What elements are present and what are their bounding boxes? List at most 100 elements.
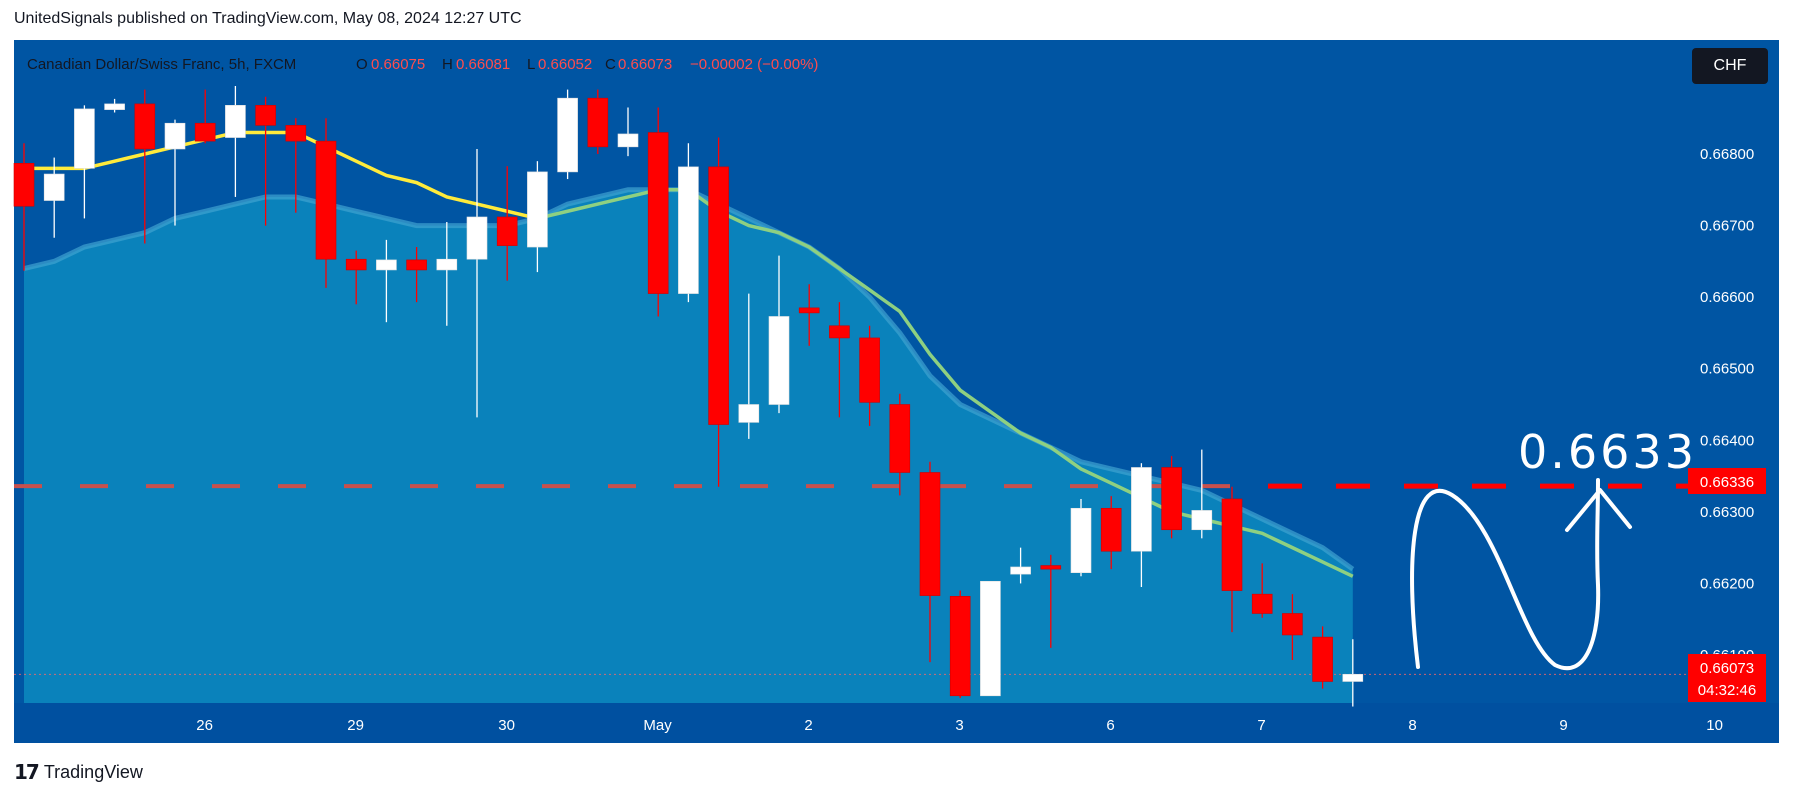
candle	[376, 239, 397, 323]
candle	[496, 166, 518, 281]
candle-body-down	[1100, 507, 1122, 552]
legend-symbol: Canadian Dollar/Swiss Franc	[27, 56, 221, 73]
candle-body-down	[255, 105, 276, 126]
price-chart[interactable]: 0.6633 0.66800 0.66700 0.66600 0.66500 0.664…	[0, 0, 1793, 760]
y-tick-label: 0.66600	[1700, 289, 1754, 306]
currency-badge[interactable]: CHF	[1692, 48, 1768, 84]
candle-body-up	[527, 171, 548, 248]
candle	[768, 255, 790, 414]
candle	[1342, 639, 1364, 707]
candle-body-down	[134, 103, 156, 150]
x-tick-label: 8	[1408, 717, 1416, 734]
time-axis[interactable]: 26 29 30 May 2 3 6 7 8 9 10	[196, 717, 1723, 734]
x-tick-label: 26	[196, 717, 213, 734]
candle	[1010, 547, 1031, 584]
candle-body-down	[647, 132, 669, 294]
projection-drawing[interactable]	[1410, 478, 1632, 671]
candle	[1070, 498, 1092, 577]
candle-body-up	[74, 108, 95, 169]
candle	[225, 86, 246, 197]
candle	[134, 89, 156, 244]
y-tick-label: 0.66400	[1700, 432, 1754, 449]
candle	[255, 96, 276, 226]
legend-c-value: 0.66073	[618, 56, 672, 73]
target-price-annotation: 0.6633	[1518, 425, 1697, 479]
candle-body-down	[1221, 498, 1243, 591]
x-axis-band	[14, 703, 1779, 743]
candle	[74, 105, 95, 219]
projection-wave-path[interactable]	[1410, 478, 1601, 671]
candle-body-down	[587, 97, 609, 148]
x-tick-label: 10	[1706, 717, 1723, 734]
candle	[466, 148, 488, 418]
x-tick-label: May	[643, 717, 672, 734]
target-price-tag-label: 0.66336	[1700, 474, 1754, 491]
footer-brand[interactable]: 17 TradingView	[14, 760, 143, 784]
candle-body-down	[13, 163, 35, 207]
candle-body-down	[406, 259, 427, 271]
x-tick-label: 9	[1559, 717, 1567, 734]
candle-body-down	[859, 337, 880, 403]
candle	[919, 461, 941, 663]
candle	[1191, 449, 1213, 539]
legend-h-value: 0.66081	[456, 56, 510, 73]
publisher-header: UnitedSignals published on TradingView.c…	[14, 10, 522, 27]
candle	[738, 293, 760, 439]
candle-body-up	[43, 173, 65, 201]
candle-body-up	[1070, 507, 1092, 573]
target-price-tag: 0.66336	[1688, 468, 1766, 494]
y-tick-label: 0.66500	[1700, 361, 1754, 378]
candle-body-up	[1191, 510, 1213, 531]
candle-body-up	[104, 103, 125, 110]
projection-arrow-head-icon	[1565, 488, 1632, 532]
x-tick-label: 3	[955, 717, 963, 734]
candle	[859, 325, 880, 426]
candle-body-down	[708, 166, 729, 425]
candle-body-up	[436, 258, 458, 271]
legend-h-label: H	[442, 56, 453, 73]
candle-body-down	[889, 404, 911, 473]
candle	[557, 89, 578, 180]
candle-body-down	[829, 325, 850, 339]
candle	[406, 247, 427, 303]
symbol-legend[interactable]: Canadian Dollar/Swiss Franc, 5h, FXCM O …	[27, 56, 818, 73]
candle	[104, 98, 125, 113]
candle-body-up	[376, 259, 397, 271]
candle-body-up	[1342, 674, 1364, 682]
candle-body-down	[496, 216, 518, 246]
candle	[949, 590, 971, 698]
candle-body-up	[768, 316, 790, 405]
candle	[436, 221, 458, 326]
ema-fast-line-yellow	[24, 130, 538, 221]
candle-body-down	[1161, 467, 1182, 531]
candle	[1221, 486, 1243, 633]
candle	[798, 284, 820, 346]
candle-body-down	[919, 472, 941, 596]
candle-body-up	[1010, 566, 1031, 575]
candles	[13, 86, 1364, 707]
candle-body-down	[1251, 593, 1273, 614]
candle-body-up	[980, 580, 1001, 697]
candle	[980, 580, 1001, 697]
candle	[1312, 626, 1333, 689]
candle	[1161, 456, 1182, 539]
candle	[617, 107, 639, 157]
candle	[1100, 496, 1122, 570]
candle-body-up	[557, 97, 578, 173]
candle-body-up	[466, 216, 488, 260]
candle	[678, 143, 699, 303]
candle-body-down	[194, 122, 216, 142]
y-tick-label: 0.66700	[1700, 218, 1754, 235]
x-tick-label: 7	[1257, 717, 1265, 734]
last-price-tag: 0.66073 04:32:46	[1688, 654, 1766, 702]
price-axis[interactable]: 0.66800 0.66700 0.66600 0.66500 0.66400 0.663…	[1700, 146, 1754, 664]
candle	[194, 89, 216, 144]
candle-body-down	[315, 140, 337, 260]
ema-fast-line-green	[536, 188, 1354, 578]
legend-timeframe: 5h	[229, 56, 246, 73]
y-tick-label: 0.66800	[1700, 146, 1754, 163]
last-price-tag-label: 0.66073	[1700, 660, 1754, 677]
candle	[889, 393, 911, 496]
legend-o-value: 0.66075	[371, 56, 425, 73]
tradingview-logo-icon: 17	[14, 760, 40, 784]
